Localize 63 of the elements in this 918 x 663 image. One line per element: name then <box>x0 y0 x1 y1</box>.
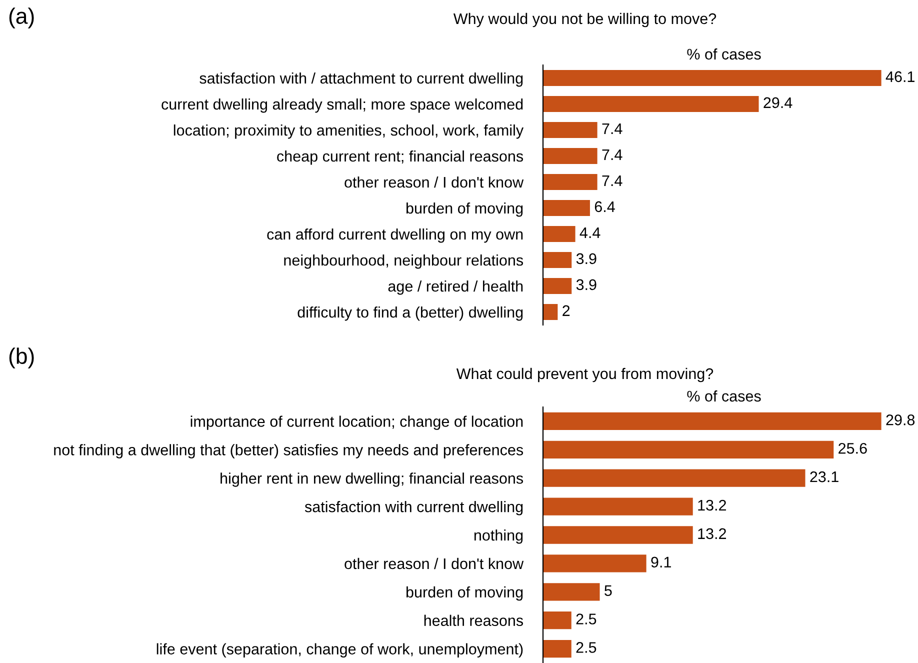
y-tick-label: not finding a dwelling that (better) satisfies my needs and preferences <box>54 444 524 458</box>
data-label: 2 <box>562 305 570 316</box>
y-tick-label: higher rent in new dwelling; financial reasons <box>220 472 524 487</box>
data-label: 7.4 <box>602 149 622 160</box>
y-tick-label: satisfaction with current dwelling <box>304 501 523 516</box>
data-label: 2.5 <box>576 642 596 653</box>
data-label: 3.9 <box>576 253 596 264</box>
text: (b) <box>9 348 34 368</box>
data-label: 7.4 <box>602 123 622 134</box>
bar <box>543 640 572 658</box>
y-tick-label: other reason / I don't know <box>344 558 524 570</box>
x-axis-title: % of cases <box>687 48 761 60</box>
data-label: 7.4 <box>602 175 622 186</box>
data-label: 29.8 <box>886 414 915 426</box>
bar <box>543 70 882 86</box>
y-tick-label: importance of current location; change of location <box>190 416 523 430</box>
y-tick-label: nothing <box>474 529 523 544</box>
data-label: 4.4 <box>580 227 600 238</box>
data-label: 46.1 <box>886 71 914 82</box>
y-tick-label: current dwelling already small; more space welcomed <box>162 98 523 113</box>
bar <box>543 526 693 544</box>
data-label: 29.4 <box>764 97 792 108</box>
data-label: 5 <box>604 585 612 596</box>
bar <box>543 122 598 138</box>
bar <box>543 174 598 190</box>
data-label: 2.5 <box>576 614 596 624</box>
chart-title: What could prevent you from moving? <box>456 368 714 382</box>
bar <box>543 304 558 320</box>
y-tick-label: life event (separation, change of work, unemployment) <box>156 643 523 658</box>
y-tick-label: location; proximity to amenities, school, work, family <box>174 124 524 139</box>
text: (a) <box>9 8 34 28</box>
bar <box>543 278 572 294</box>
bar <box>543 200 590 216</box>
bar <box>543 252 572 268</box>
bar <box>543 440 834 458</box>
bar <box>543 612 572 630</box>
data-label: 13.2 <box>698 500 726 511</box>
y-tick-label: health reasons <box>424 614 524 626</box>
y-tick-label: satisfaction with / attachment to current dwelling <box>200 72 523 87</box>
y-tick-label: burden of moving <box>406 202 523 217</box>
data-label: 3.9 <box>576 279 596 290</box>
y-tick-label: neighbourhood, neighbour relations <box>284 254 524 269</box>
bar <box>543 412 882 430</box>
y-tick-label: difficulty to find a (better) dwelling <box>298 306 523 321</box>
data-label: 23.1 <box>810 471 838 482</box>
chart-title: Why would you not be willing to move? <box>453 12 716 28</box>
bar <box>543 148 598 164</box>
bar <box>543 554 646 572</box>
data-label: 13.2 <box>698 528 726 540</box>
data-label: 25.6 <box>838 442 867 454</box>
y-tick-label: other reason / I don't know <box>344 176 524 188</box>
bar <box>543 583 600 601</box>
bar <box>543 498 693 516</box>
y-tick-label: cheap current rent; financial reasons <box>277 150 524 165</box>
y-tick-label: burden of moving <box>406 586 523 601</box>
data-label: 9.1 <box>651 556 671 568</box>
y-tick-label: can afford current dwelling on my own <box>267 228 523 243</box>
bar <box>543 469 806 487</box>
data-label: 6.4 <box>594 201 615 212</box>
y-tick-label: age / retired / health <box>388 280 523 295</box>
x-axis-title: % of cases <box>687 390 761 402</box>
bar <box>543 96 759 112</box>
bar <box>543 226 576 242</box>
